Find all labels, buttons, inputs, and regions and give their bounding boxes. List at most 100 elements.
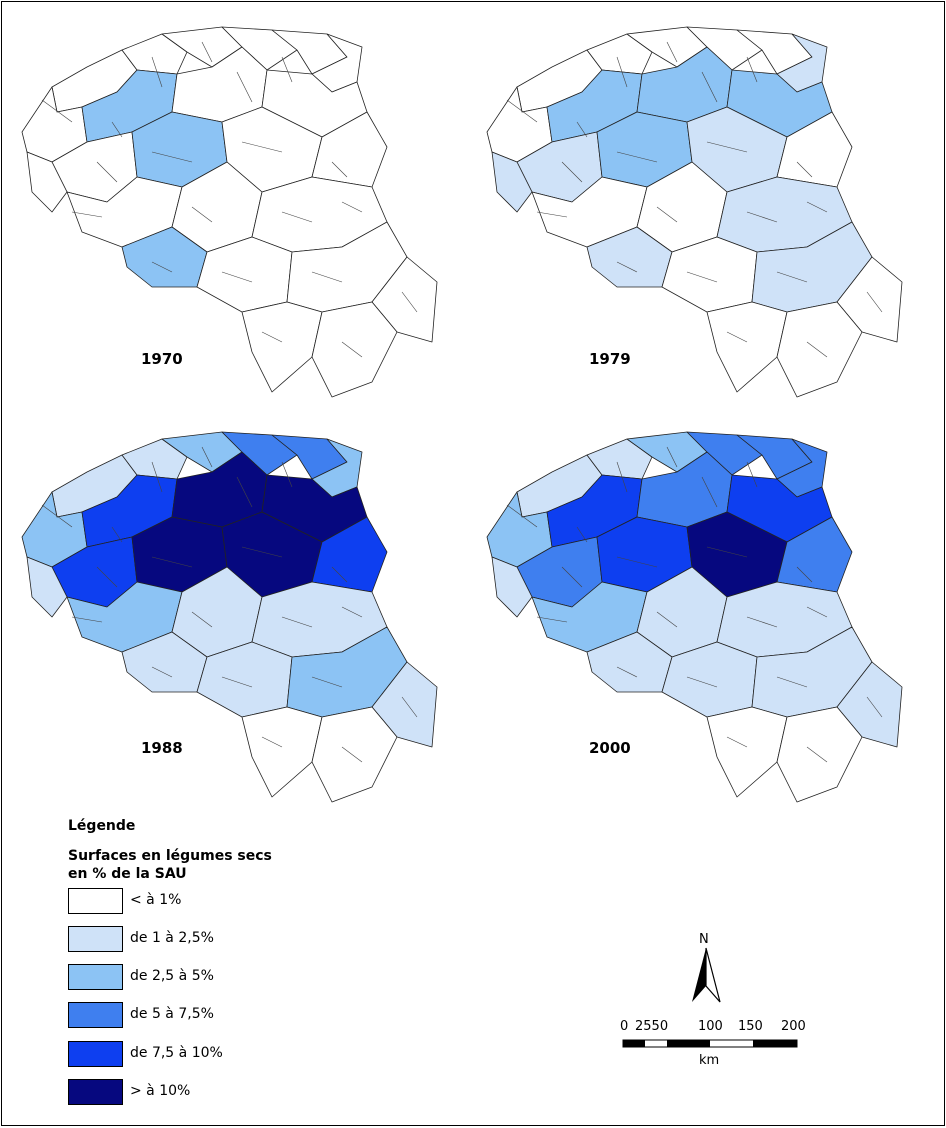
- commune-boundary: [866, 291, 883, 313]
- commune-boundary: [281, 56, 293, 83]
- scale-bar: [622, 1039, 798, 1048]
- scale-tick: 150: [738, 1019, 763, 1034]
- commune-boundary: [221, 271, 253, 283]
- commune-boundary: [71, 211, 103, 218]
- scale-tick: 100: [698, 1019, 723, 1034]
- north-label: N: [699, 932, 709, 947]
- legend-label: > à 10%: [130, 1083, 191, 1099]
- commune-boundary: [616, 261, 638, 273]
- commune-boundary: [311, 271, 343, 283]
- legend-subtitle-line2: en % de la SAU: [68, 866, 187, 882]
- legend-swatch: [68, 1002, 123, 1028]
- map-1979: [486, 26, 903, 398]
- commune-boundary: [616, 461, 628, 493]
- scale-tick: 2550: [635, 1019, 669, 1034]
- legend-swatch: [68, 926, 123, 952]
- commune-boundary: [41, 99, 73, 123]
- commune-boundary: [746, 616, 778, 628]
- commune-boundary: [331, 566, 348, 583]
- commune-boundary: [536, 211, 568, 218]
- commune-boundary: [796, 161, 813, 178]
- map-region: [311, 301, 398, 398]
- map-region: [26, 151, 68, 213]
- map-region: [311, 111, 388, 188]
- commune-boundary: [701, 71, 718, 103]
- map-region: [686, 431, 763, 476]
- map-region: [776, 111, 853, 188]
- commune-boundary: [506, 504, 538, 528]
- commune-boundary: [746, 461, 758, 488]
- commune-boundary: [261, 736, 283, 748]
- commune-boundary: [866, 696, 883, 718]
- map-region: [491, 151, 533, 213]
- commune-boundary: [776, 676, 808, 688]
- commune-boundary: [281, 461, 293, 488]
- map-region: [221, 26, 298, 71]
- commune-boundary: [726, 736, 748, 748]
- map-region: [121, 33, 188, 75]
- legend-label: < à 1%: [130, 892, 182, 908]
- commune-boundary: [111, 526, 123, 543]
- commune-boundary: [96, 161, 118, 183]
- commune-boundary: [706, 141, 748, 153]
- map-region: [26, 556, 68, 618]
- north-arrow-icon: [692, 947, 721, 1003]
- year-label-1979: 1979: [589, 350, 631, 368]
- legend-label: de 2,5 à 5%: [130, 968, 214, 984]
- commune-boundary: [616, 666, 638, 678]
- legend-swatch: [68, 888, 123, 914]
- map-region: [241, 301, 323, 393]
- commune-boundary: [241, 141, 283, 153]
- commune-boundary: [706, 546, 748, 558]
- year-label-1988: 1988: [141, 739, 183, 757]
- commune-boundary: [686, 271, 718, 283]
- commune-boundary: [806, 606, 828, 618]
- commune-boundary: [506, 99, 538, 123]
- legend-label: de 5 à 7,5%: [130, 1006, 214, 1022]
- commune-boundary: [401, 291, 418, 313]
- commune-boundary: [236, 71, 253, 103]
- legend-label: de 1 à 2,5%: [130, 930, 214, 946]
- commune-boundary: [746, 56, 758, 83]
- map-region: [241, 706, 323, 798]
- commune-boundary: [656, 611, 678, 628]
- map-region: [586, 33, 653, 75]
- commune-boundary: [561, 161, 583, 183]
- commune-boundary: [806, 341, 828, 358]
- commune-boundary: [96, 566, 118, 588]
- scale-tick: 0: [620, 1019, 629, 1034]
- map-region: [491, 556, 533, 618]
- commune-boundary: [151, 666, 173, 678]
- map-region: [776, 301, 863, 398]
- commune-boundary: [311, 676, 343, 688]
- commune-boundary: [41, 504, 73, 528]
- map-region: [121, 438, 188, 480]
- commune-boundary: [241, 546, 283, 558]
- commune-boundary: [776, 271, 808, 283]
- map-region: [586, 438, 653, 480]
- commune-boundary: [151, 151, 193, 163]
- commune-boundary: [201, 446, 213, 468]
- commune-boundary: [401, 696, 418, 718]
- commune-boundary: [616, 56, 628, 88]
- commune-boundary: [796, 566, 813, 583]
- commune-boundary: [281, 211, 313, 223]
- map-region: [686, 26, 763, 71]
- commune-boundary: [686, 676, 718, 688]
- commune-boundary: [726, 331, 748, 343]
- commune-boundary: [151, 556, 193, 568]
- commune-boundary: [341, 341, 363, 358]
- map-region: [311, 516, 388, 593]
- commune-boundary: [341, 746, 363, 763]
- commune-boundary: [151, 56, 163, 88]
- scale-unit: km: [699, 1053, 720, 1068]
- commune-boundary: [341, 606, 363, 618]
- commune-boundary: [616, 556, 658, 568]
- commune-boundary: [201, 41, 213, 63]
- map-region: [776, 516, 853, 593]
- map-region: [706, 301, 788, 393]
- legend-title: Légende: [68, 818, 136, 834]
- commune-boundary: [281, 616, 313, 628]
- legend-subtitle-line1: Surfaces en légumes secs: [68, 848, 272, 864]
